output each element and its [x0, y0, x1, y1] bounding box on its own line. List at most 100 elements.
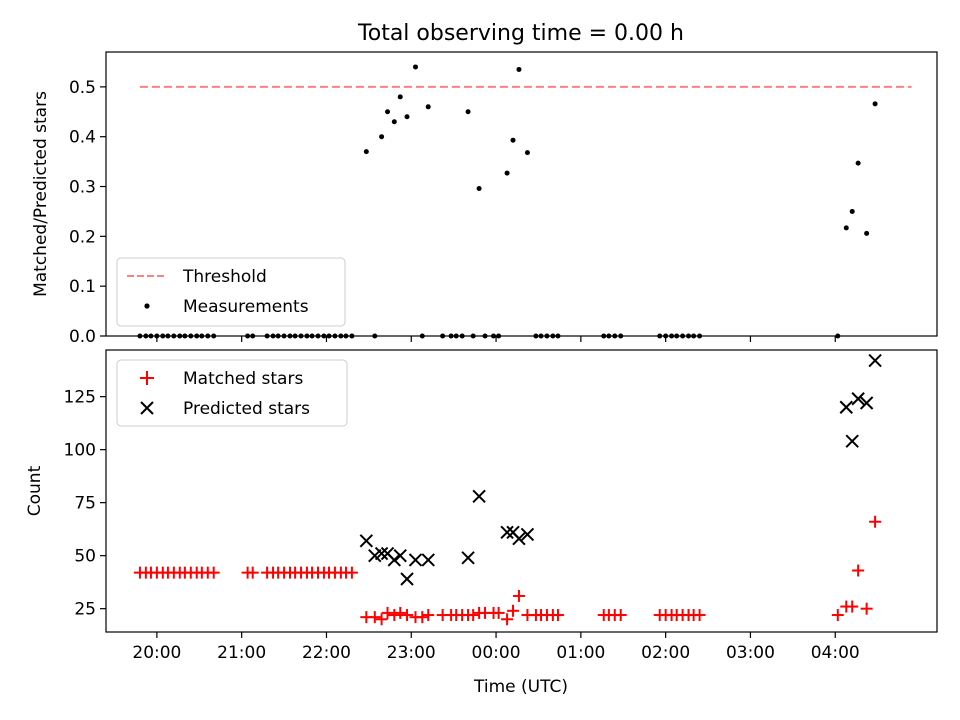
matched-point: [388, 609, 401, 622]
count-legend-box: [116, 359, 348, 427]
matched-point: [368, 611, 381, 624]
predicted-point: [374, 546, 389, 561]
y-tick-label: 50: [74, 547, 96, 567]
x-tick-label: 20:00: [132, 643, 181, 663]
measurement-point: [872, 101, 878, 107]
ratio-axes: 0.0 0.1 0.2 0.3 0.4 0.5 Matched/Predicted sta…: [31, 51, 938, 347]
predicted-point: [851, 392, 865, 406]
matched-point: [512, 589, 525, 602]
x-tick-label: 22:00: [302, 643, 351, 663]
measurement-point: [849, 208, 855, 214]
y-tick-label: 75: [74, 494, 96, 514]
matched-point: [869, 515, 882, 528]
predicted-point: [859, 396, 874, 410]
matched-point: [614, 609, 627, 622]
measurements-legend-label: Measurements: [183, 297, 309, 317]
measurement-point: [524, 150, 530, 156]
count-axes-frame: [105, 349, 938, 633]
matched-point: [852, 564, 865, 577]
matched-point: [345, 566, 358, 579]
matched-legend-label: Matched stars: [183, 369, 303, 389]
y-tick-label: 0.2: [69, 227, 96, 247]
predicted-point: [868, 353, 882, 368]
measurement-point: [465, 109, 471, 115]
predicted-point: [387, 553, 402, 567]
matched-point: [375, 613, 388, 626]
predicted-point: [359, 534, 374, 548]
y-tick-label: 25: [74, 600, 96, 620]
count-y-axis-label: Count: [25, 465, 45, 516]
ratio-axes-frame: [105, 51, 938, 337]
y-tick-label: 0.3: [69, 178, 96, 198]
measurement-point: [397, 94, 403, 100]
y-tick-label: 0.0: [69, 327, 96, 347]
measurement-point: [504, 170, 510, 176]
measurement-point: [864, 230, 870, 236]
predicted-point: [512, 531, 526, 546]
x-tick-label: 02:00: [641, 643, 690, 663]
y-tick-label: 125: [64, 388, 96, 408]
y-tick-label: 100: [64, 441, 96, 461]
measurement-point: [385, 109, 391, 115]
matched-point: [416, 611, 429, 624]
count-axes: 25 50 75 100 125 20:00 21:00 22:00 23:00 00:00 01…: [25, 349, 938, 663]
matched-point: [693, 609, 706, 622]
matched-point: [507, 604, 520, 617]
matched-point: [492, 606, 505, 619]
y-tick-label: 0.4: [69, 128, 96, 148]
count-x-axis: 20:00 21:00 22:00 23:00 00:00 01:00 02:00 03:00…: [132, 632, 860, 663]
matched-point: [831, 609, 844, 622]
x-tick-label: 00:00: [472, 643, 521, 663]
x-tick-label: 23:00: [387, 643, 436, 663]
matched-point: [246, 566, 259, 579]
matched-point: [207, 566, 220, 579]
matched-point: [401, 609, 414, 622]
x-axis-label: Time (UTC): [473, 677, 568, 697]
measurement-point: [404, 114, 410, 120]
y-tick-label: 0.5: [69, 78, 96, 98]
matched-point: [422, 609, 435, 622]
measurement-point: [425, 104, 431, 110]
matched-point: [381, 606, 394, 619]
ratio-legend: Threshold Measurements: [116, 257, 346, 327]
matched-point: [467, 609, 480, 622]
measurement-point: [379, 134, 385, 140]
count-plot-marks: [133, 353, 882, 626]
predicted-point: [839, 400, 853, 414]
count-legend: Matched stars Predicted stars: [116, 359, 348, 427]
predicted-point: [421, 553, 435, 567]
matched-point: [846, 600, 859, 613]
measurement-point: [476, 186, 482, 192]
matched-point: [551, 609, 564, 622]
measurement-point: [391, 119, 397, 125]
measurement-point: [855, 160, 861, 166]
predicted-point: [500, 525, 514, 540]
ratio-y-axis: 0.0 0.1 0.2 0.3 0.4 0.5: [69, 78, 106, 347]
matched-point: [860, 602, 873, 615]
predicted-point: [461, 551, 475, 565]
count-y-axis: 25 50 75 100 125: [64, 388, 106, 620]
measurement-point: [843, 225, 849, 231]
matched-point: [501, 613, 514, 626]
measurement-point: [363, 149, 369, 155]
measurement-point: [516, 66, 522, 72]
predicted-point: [400, 572, 414, 586]
predicted-legend-swatch: [140, 401, 154, 415]
predicted-point: [520, 527, 535, 542]
ratio-legend-box: [116, 257, 346, 327]
x-tick-label: 03:00: [726, 643, 775, 663]
predicted-point: [408, 553, 423, 567]
threshold-legend-label: Threshold: [182, 267, 267, 287]
x-tick-label: 21:00: [217, 643, 266, 663]
predicted-point: [393, 548, 407, 563]
matched-legend-swatch: [140, 371, 154, 385]
x-tick-label: 01:00: [556, 643, 605, 663]
y-tick-label: 0.1: [69, 277, 96, 297]
x-tick-label: 04:00: [811, 643, 860, 663]
measurement-point: [510, 137, 516, 143]
predicted-point: [845, 434, 859, 448]
matched-point: [394, 606, 407, 619]
predicted-legend-label: Predicted stars: [183, 399, 310, 419]
measurement-point: [413, 64, 419, 70]
